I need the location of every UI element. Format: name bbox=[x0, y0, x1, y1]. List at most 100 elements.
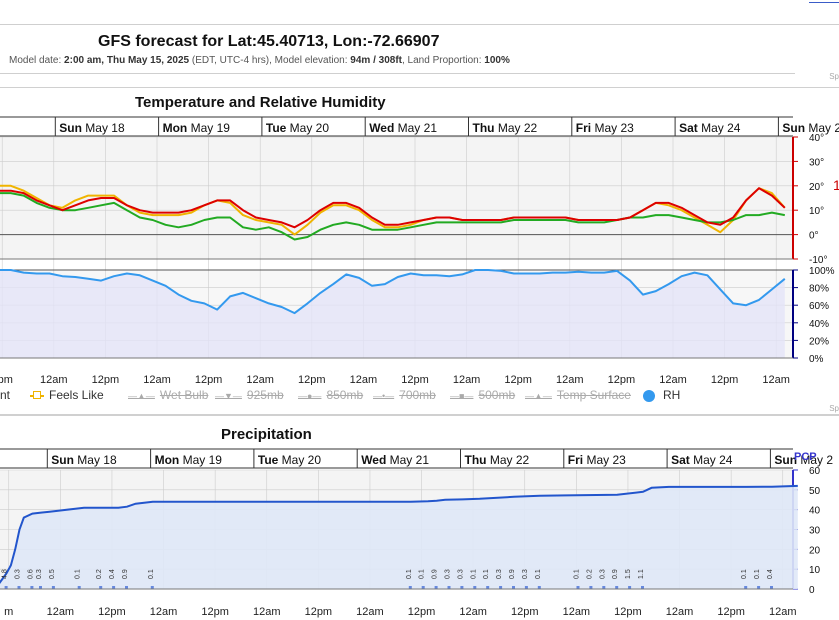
x-tick-label: 12am bbox=[666, 606, 694, 618]
day-label: Mon May 19 bbox=[163, 121, 231, 135]
legend-item-temp-surface[interactable]: —▲— Temp Surface bbox=[525, 388, 631, 402]
sp-link-2[interactable]: Sp bbox=[829, 404, 839, 413]
legend-label: 925mb bbox=[246, 388, 284, 402]
precip-bar bbox=[30, 586, 34, 589]
bar-value-label: 0.4 bbox=[109, 569, 116, 579]
legend-label: 500mb bbox=[478, 388, 516, 402]
bar-value-label: 0.3 bbox=[496, 569, 503, 579]
precip-bar bbox=[77, 586, 81, 589]
bar-value-label: 0.3 bbox=[457, 569, 464, 579]
land-proportion: 100% bbox=[484, 55, 510, 66]
section-divider bbox=[0, 87, 839, 88]
x-tick-label: 12pm bbox=[614, 606, 642, 618]
legend-item-feels-like[interactable]: Feels Like bbox=[30, 388, 104, 402]
rh-axis-label: 40% bbox=[809, 319, 829, 330]
legend: nt Feels Like —▲— Wet Bulb —▼— 925mb —●— 850mb —… bbox=[0, 385, 839, 407]
rh-marker-icon bbox=[643, 389, 655, 402]
legend-item-850mb[interactable]: —●— 850mb bbox=[298, 388, 363, 402]
temp-axis-mark: 1 bbox=[833, 177, 839, 193]
legend-item-925mb[interactable]: —▼— 925mb bbox=[215, 388, 284, 402]
x-tick-label: 12am bbox=[762, 374, 790, 385]
x-tick-label: 12am bbox=[40, 374, 68, 385]
circle-small-marker-icon: —•— bbox=[373, 391, 395, 401]
sp-link[interactable]: Sp bbox=[829, 72, 839, 81]
pcp-axis-label: 20 bbox=[809, 545, 821, 556]
x-tick-label: 12am bbox=[563, 606, 591, 618]
legend-item-nt[interactable]: nt bbox=[0, 388, 10, 402]
x-tick-label: 12pm bbox=[305, 606, 333, 618]
precip-bar bbox=[744, 586, 748, 589]
x-tick-label: 12am bbox=[356, 606, 384, 618]
day-label: Fri May 23 bbox=[576, 121, 634, 135]
bar-value-label: 4.8 bbox=[2, 569, 9, 579]
legend-item-wet-bulb[interactable]: —▲— Wet Bulb bbox=[128, 388, 208, 402]
x-tick-label: 12pm bbox=[298, 374, 326, 385]
triangle-marker-icon: —▲— bbox=[525, 391, 552, 401]
temp-axis-label: 30° bbox=[809, 157, 824, 168]
bar-value-label: 0.1 bbox=[535, 569, 542, 579]
day-label: Wed May 21 bbox=[369, 121, 437, 135]
x-tick-label: 12am bbox=[556, 374, 584, 385]
temp-panel-bg bbox=[0, 137, 793, 259]
land-label: , Land Proportion: bbox=[402, 55, 482, 66]
precip-bar bbox=[770, 586, 773, 589]
rh-axis-label: 100% bbox=[809, 266, 835, 277]
x-tick-label: 12pm bbox=[511, 606, 539, 618]
precip-line bbox=[0, 484, 798, 584]
bar-value-label: 0.3 bbox=[599, 569, 606, 579]
precip-bar bbox=[39, 586, 42, 589]
precip-bar bbox=[641, 586, 644, 589]
temp-axis-label: -10° bbox=[809, 255, 827, 266]
day-label: Sun May 18 bbox=[59, 121, 125, 135]
x-tick-label: 12am bbox=[150, 606, 178, 618]
square-marker-icon: —■— bbox=[450, 391, 474, 401]
pcp-axis-label: 50 bbox=[809, 486, 821, 497]
x-tick-label: 12am bbox=[253, 606, 281, 618]
bar-value-label: 0.5 bbox=[49, 569, 56, 579]
precip-bar bbox=[499, 586, 503, 589]
precip-bar bbox=[615, 586, 619, 589]
legend-label: Feels Like bbox=[49, 388, 104, 402]
precip-bar bbox=[602, 586, 606, 589]
precip-chart-title: Precipitation bbox=[221, 426, 312, 443]
precip-bar bbox=[51, 586, 55, 589]
precip-bar bbox=[408, 586, 412, 589]
x-tick-label: m bbox=[4, 606, 13, 618]
temp-axis-label: 40° bbox=[809, 133, 824, 144]
precip-bar bbox=[512, 586, 515, 589]
precip-area bbox=[0, 485, 798, 589]
x-tick-label: 12am bbox=[246, 374, 274, 385]
x-tick-label: 12am bbox=[769, 606, 797, 618]
day-label: Sat May 24 bbox=[679, 121, 741, 135]
temp-axis-label: 0° bbox=[809, 231, 819, 242]
top-link[interactable] bbox=[809, 0, 839, 3]
rh-axis-label: 60% bbox=[809, 301, 829, 312]
temp-chart-title: Temperature and Relative Humidity bbox=[135, 94, 386, 111]
legend-label: nt bbox=[0, 388, 11, 402]
day-label: Thu May 22 bbox=[465, 453, 530, 467]
dew-point-line bbox=[0, 192, 785, 241]
x-tick-label: 12pm bbox=[408, 606, 436, 618]
legend-item-700mb[interactable]: —•— 700mb bbox=[373, 388, 436, 402]
legend-label: 700mb bbox=[399, 388, 436, 402]
legend-item-rh[interactable]: RH bbox=[643, 388, 680, 402]
precip-bar bbox=[486, 586, 490, 589]
x-tick-label: 12pm bbox=[717, 606, 745, 618]
pcp-axis-label: 40 bbox=[809, 506, 821, 517]
day-label: Mon May 19 bbox=[155, 453, 223, 467]
bar-value-label: 0.9 bbox=[509, 569, 516, 579]
precip-bar bbox=[460, 586, 464, 589]
legend-item-500mb[interactable]: —■— 500mb bbox=[450, 388, 515, 402]
legend-label: Wet Bulb bbox=[159, 388, 209, 402]
day-label: Tue May 20 bbox=[258, 453, 321, 467]
bar-value-label: 0.9 bbox=[432, 569, 439, 579]
bar-value-label: 0.1 bbox=[483, 569, 490, 579]
precip-bar bbox=[99, 586, 103, 589]
x-tick-label: 12pm bbox=[504, 374, 532, 385]
x-tick-label: 12pm bbox=[608, 374, 636, 385]
bar-value-label: 0.1 bbox=[75, 569, 82, 579]
day-label: Fri May 23 bbox=[568, 453, 626, 467]
feels-like-marker-icon bbox=[30, 390, 44, 399]
bar-value-label: 0.1 bbox=[741, 569, 748, 579]
